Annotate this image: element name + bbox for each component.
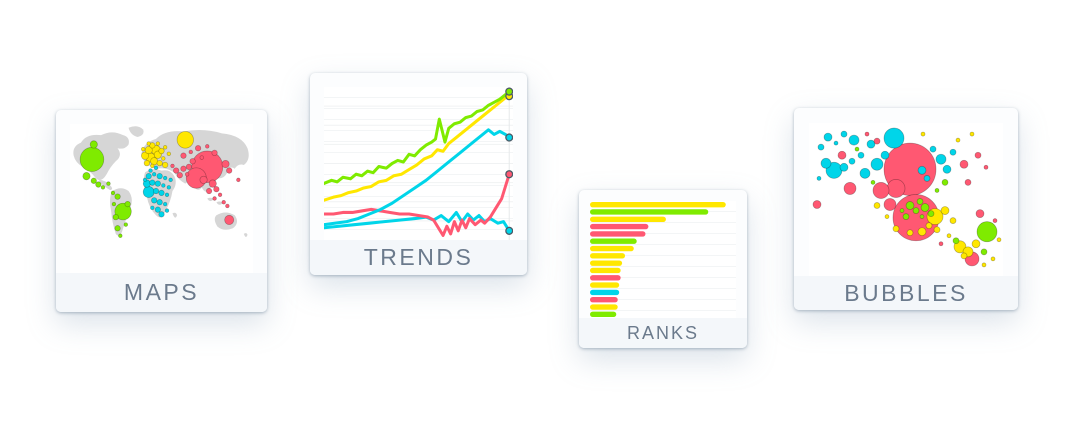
bubbles-label-strip: BUBBLES [794,276,1018,310]
ranks-label-strip: RANKS [579,318,747,348]
ranks-label: RANKS [626,322,699,343]
maps-label-strip: MAPS [56,273,267,312]
trends-thumbnail [324,87,513,240]
card-ranks[interactable]: RANKS [579,190,747,348]
card-trends[interactable]: TRENDS [310,73,527,275]
trends-line-chart-graphic [324,87,513,240]
bubbles-scatter-graphic [812,127,1002,268]
trends-label: TRENDS [363,244,474,270]
maps-thumbnail [70,124,253,273]
ranks-bar-chart-graphic [590,201,726,318]
card-bubbles[interactable]: BUBBLES [794,108,1018,310]
card-maps[interactable]: MAPS [56,110,267,312]
world-map-graphic [73,126,249,238]
ranks-thumbnail [590,201,736,318]
maps-label: MAPS [123,279,200,305]
bubbles-thumbnail [809,123,1003,276]
bubbles-label: BUBBLES [844,279,968,306]
trends-label-strip: TRENDS [310,240,527,275]
